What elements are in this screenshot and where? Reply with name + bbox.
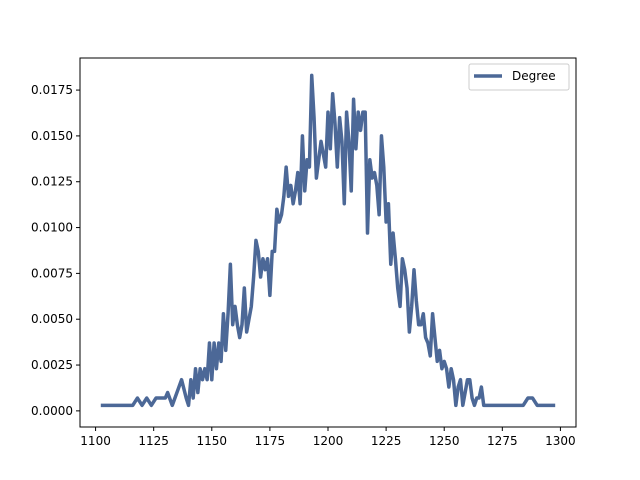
legend-box — [468, 63, 570, 91]
y-tick-label: 0.0000 — [31, 404, 73, 418]
x-tick-label: 1250 — [429, 434, 460, 448]
x-tick-label: 1275 — [487, 434, 518, 448]
y-tick-label: 0.0125 — [31, 175, 73, 189]
x-tick-label: 1300 — [545, 434, 576, 448]
legend-label: Degree — [512, 69, 556, 83]
x-tick-label: 1100 — [80, 434, 111, 448]
y-tick-label: 0.0100 — [31, 221, 73, 235]
x-tick-label: 1200 — [313, 434, 344, 448]
series-line-degree — [100, 73, 556, 408]
y-tick-label: 0.0075 — [31, 266, 73, 280]
series-layer — [100, 73, 556, 408]
legend: Degree — [468, 63, 570, 91]
x-tick-label: 1175 — [255, 434, 286, 448]
y-tick-label: 0.0150 — [31, 129, 73, 143]
x-tick-label: 1150 — [197, 434, 228, 448]
y-tick-label: 0.0175 — [31, 83, 73, 97]
y-tick-label: 0.0050 — [31, 312, 73, 326]
ticks-layer: 1100 1125 1150 1175 1200 1225 1250 1275 1300 0.00… — [31, 83, 576, 448]
y-tick-label: 0.0025 — [31, 358, 73, 372]
x-tick-label: 1225 — [371, 434, 402, 448]
x-tick-label: 1125 — [138, 434, 169, 448]
